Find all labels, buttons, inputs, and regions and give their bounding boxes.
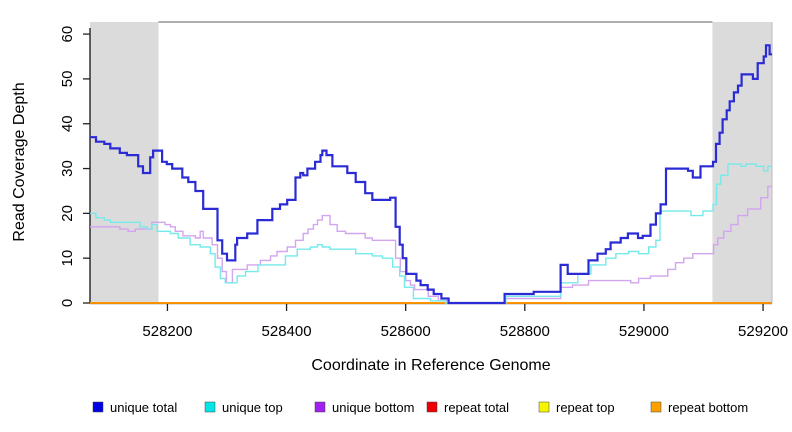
series-line-unique-top [90,163,772,304]
y-tick-label: 10 [59,250,76,267]
legend-label: unique bottom [332,400,414,415]
legend-item: unique total [92,400,177,415]
x-tick-label: 528200 [142,323,192,340]
x-tick-label: 528800 [500,323,550,340]
y-axis-title: Read Coverage Depth [11,82,28,241]
series-line-unique-total [90,44,772,305]
plot-frame [158,21,773,303]
legend: unique total unique top unique bottom repea… [92,400,748,415]
series-group [90,44,772,305]
legend-swatch-repeat-top [538,401,550,413]
x-tick-label: 528600 [381,323,431,340]
y-tick-label: 40 [59,115,76,132]
axis-titles-group: Coordinate in Reference Genome Read Cove… [11,82,551,374]
axes-group: 528200 528400 528600 528800 529000 529200 0 10 2… [59,26,788,340]
legend-swatch-unique-top [204,401,216,413]
legend-item: repeat bottom [650,400,748,415]
x-tick-label: 529200 [738,323,788,340]
legend-item: repeat top [538,400,615,415]
y-tick-label: 30 [59,160,76,177]
x-axis-title: Coordinate in Reference Genome [311,357,550,374]
legend-label: repeat top [556,400,615,415]
legend-item: unique top [204,400,283,415]
shaded-regions-group [90,22,772,303]
x-tick-label: 528400 [262,323,312,340]
legend-label: repeat bottom [668,400,748,415]
y-tick-label: 20 [59,205,76,222]
legend-swatch-repeat-total [426,401,438,413]
y-tick-label: 0 [59,299,76,307]
x-tick-label: 529000 [619,323,669,340]
legend-label: unique total [110,400,177,415]
shaded-region [712,22,772,303]
legend-swatch-unique-bottom [314,401,326,413]
y-tick-label: 50 [59,71,76,88]
legend-label: repeat total [444,400,509,415]
legend-item: unique bottom [314,400,414,415]
legend-item: repeat total [426,400,509,415]
legend-swatch-repeat-bottom [650,401,662,413]
legend-swatch-unique-total [92,401,104,413]
shaded-region [90,22,159,303]
y-tick-label: 60 [59,26,76,43]
series-line-unique-bottom [90,185,772,304]
legend-label: unique top [222,400,283,415]
